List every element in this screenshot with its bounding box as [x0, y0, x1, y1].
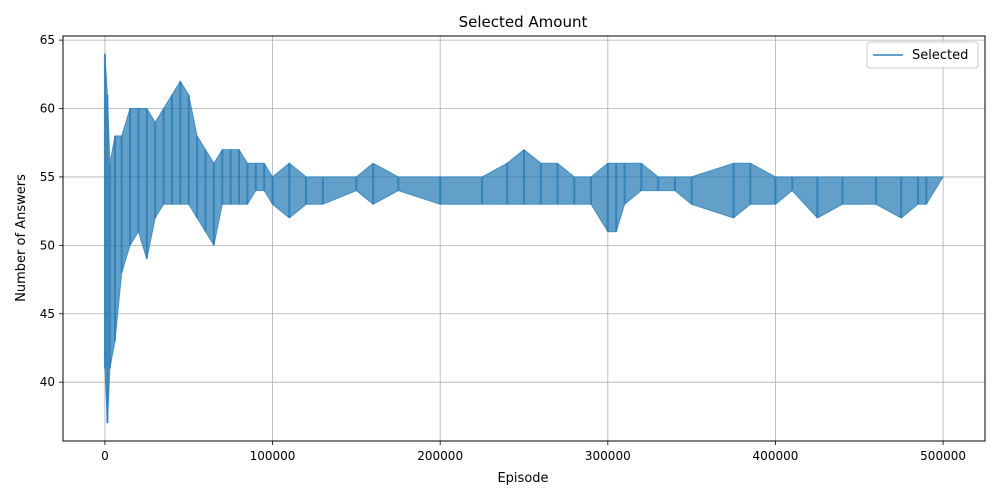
y-tick-label: 40 — [40, 375, 55, 389]
legend-box — [866, 41, 979, 69]
x-tick-label: 500000 — [920, 449, 966, 463]
legend-label-selected: Selected — [912, 48, 968, 63]
x-axis-label: Episode — [497, 471, 548, 486]
x-tick-label: 200000 — [417, 449, 463, 463]
chart-title: Selected Amount — [459, 13, 588, 31]
series-selected-band — [104, 53, 944, 424]
x-tick-label: 100000 — [250, 449, 296, 463]
axis-ticks: 0 100000 200000 300000 400000 500000 40 45 50 55 6… — [40, 33, 966, 463]
legend: Selected — [866, 41, 979, 69]
x-tick-label: 300000 — [585, 449, 631, 463]
x-tick-label: 400000 — [753, 449, 799, 463]
plot-frame — [62, 35, 986, 442]
plot-area — [103, 53, 944, 424]
y-tick-label: 45 — [40, 307, 55, 321]
x-tick-label: 0 — [101, 449, 109, 463]
y-tick-label: 60 — [40, 102, 55, 116]
y-tick-label: 50 — [40, 238, 55, 252]
y-tick-label: 55 — [40, 170, 55, 184]
y-tick-label: 65 — [40, 33, 55, 47]
y-axis-label: Number of Answers — [14, 174, 29, 302]
